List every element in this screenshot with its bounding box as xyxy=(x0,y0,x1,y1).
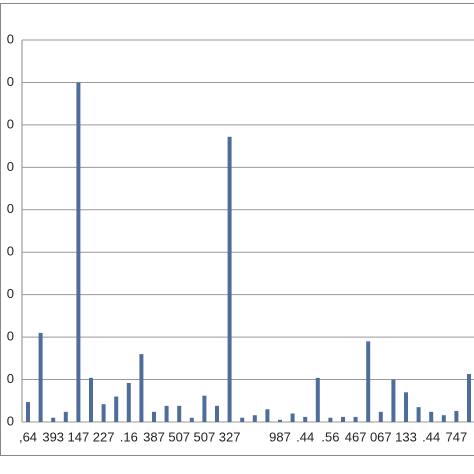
x-tick-label: .44 xyxy=(422,429,440,444)
y-tick-label: 0 xyxy=(7,371,14,386)
bar xyxy=(89,377,93,422)
bar xyxy=(152,411,156,422)
x-tick-label: 747 xyxy=(446,429,468,444)
x-tick-label: .16 xyxy=(120,429,138,444)
bar xyxy=(63,411,68,422)
bar xyxy=(416,407,421,422)
y-tick-label: 0 xyxy=(7,244,14,259)
y-tick-label: 0 xyxy=(7,413,14,428)
bar xyxy=(164,405,169,422)
y-tick-label: 0 xyxy=(7,201,14,216)
bar xyxy=(353,416,358,422)
bar xyxy=(215,405,219,422)
bar xyxy=(51,417,56,422)
bar xyxy=(227,136,232,423)
bar xyxy=(341,416,345,422)
bar xyxy=(404,392,408,422)
x-tick-label: 467 xyxy=(345,429,367,444)
bar xyxy=(114,396,119,422)
bar xyxy=(429,411,434,422)
bar xyxy=(177,405,182,422)
x-tick-label: ,64 xyxy=(19,429,37,444)
x-tick-label: 987 xyxy=(269,429,291,444)
bar xyxy=(189,417,194,422)
bar xyxy=(303,416,308,422)
x-tick-label: .56 xyxy=(321,429,339,444)
bar xyxy=(366,341,371,422)
x-tick-label: 393 xyxy=(42,429,64,444)
y-tick-label: 0 xyxy=(7,74,14,89)
y-tick-label: 0 xyxy=(7,31,14,46)
bar xyxy=(441,415,446,422)
bar xyxy=(38,332,43,422)
y-tick-label: 0 xyxy=(7,286,14,301)
bar xyxy=(315,377,320,422)
x-tick-label: 133 xyxy=(395,429,417,444)
bar xyxy=(378,411,383,422)
bar xyxy=(265,409,270,422)
bar xyxy=(278,419,282,422)
x-tick-label: 507 xyxy=(194,429,216,444)
bar xyxy=(26,402,30,422)
bar xyxy=(240,417,245,422)
bar xyxy=(202,395,207,422)
y-tick-label: 0 xyxy=(7,159,14,174)
bar xyxy=(101,404,106,422)
y-tick-label: 0 xyxy=(7,116,14,131)
bar xyxy=(290,413,295,422)
bar xyxy=(467,374,471,422)
bar xyxy=(454,410,459,422)
bar xyxy=(391,379,396,422)
frame xyxy=(0,3,474,456)
x-tick-label: 147 xyxy=(68,429,90,444)
x-tick-label: 067 xyxy=(370,429,392,444)
x-tick-label: 387 xyxy=(143,429,165,444)
bar xyxy=(139,354,144,422)
bar xyxy=(252,415,257,422)
bar xyxy=(76,82,81,422)
x-tick-label: .44 xyxy=(296,429,314,444)
y-tick-label: 0 xyxy=(7,329,14,344)
bar xyxy=(328,417,333,422)
bar xyxy=(126,382,131,422)
x-tick-label: 507 xyxy=(168,429,190,444)
x-tick-label: 327 xyxy=(219,429,241,444)
x-tick-label: 227 xyxy=(93,429,115,444)
